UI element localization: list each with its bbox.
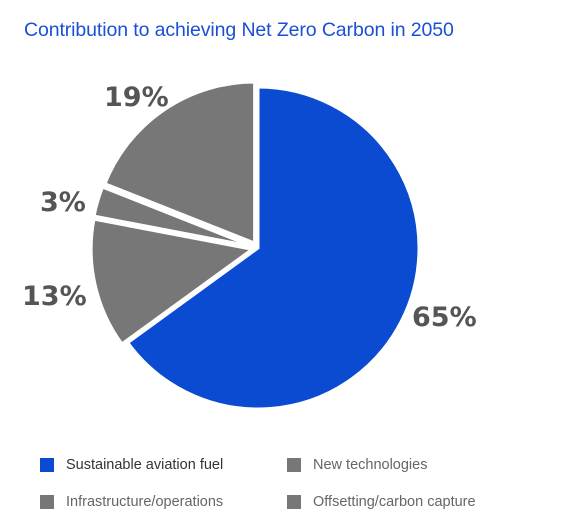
pie-slice-offsetting-carbon-capture (102, 80, 257, 246)
slice-label: 13% (22, 281, 87, 312)
pie-slice-new-technologies (92, 185, 253, 248)
pie-slice-infrastructure-operations (89, 217, 256, 347)
chart-title: Contribution to achieving Net Zero Carbo… (24, 19, 454, 41)
slice-label: 65% (412, 302, 477, 333)
pie-slice-sustainable-aviation-fuel (125, 85, 421, 411)
slice-label: 19% (104, 82, 169, 113)
slice-label: 3% (40, 187, 86, 218)
